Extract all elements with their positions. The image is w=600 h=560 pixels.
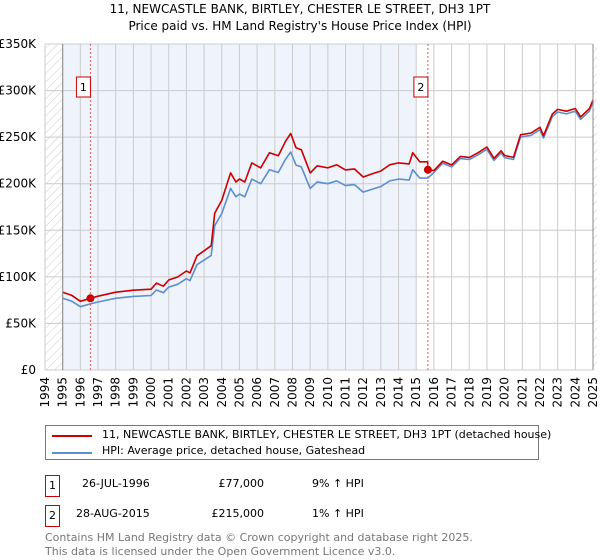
x-tick-label: 1994 <box>38 377 52 408</box>
x-tick-label: 2015 <box>409 377 423 408</box>
property-line <box>62 99 594 303</box>
x-tick-label: 2001 <box>162 377 176 408</box>
sale-badge: 1 <box>45 475 60 497</box>
x-tick-label: 2018 <box>462 377 476 408</box>
x-tick-label: 2023 <box>551 377 565 408</box>
x-tick-label: 2009 <box>303 377 317 408</box>
x-tick-label: 1995 <box>56 377 70 408</box>
legend: 11, NEWCASTLE BANK, BIRTLEY, CHESTER LE … <box>45 425 551 460</box>
price-chart: 11, NEWCASTLE BANK, BIRTLEY, CHESTER LE … <box>0 2 600 408</box>
legend-hpi-label: HPI: Average price, detached house, Gate… <box>102 444 366 457</box>
x-tick-label: 2019 <box>480 377 494 408</box>
sale-point <box>86 294 95 303</box>
sale-date: 28-AUG-2015 <box>76 507 150 520</box>
sale-price: £77,000 <box>218 477 265 490</box>
chart-title: 11, NEWCASTLE BANK, BIRTLEY, CHESTER LE … <box>110 2 491 16</box>
legend-property-label: 11, NEWCASTLE BANK, BIRTLEY, CHESTER LE … <box>102 428 552 441</box>
x-tick-label: 2017 <box>445 377 459 408</box>
y-tick-label: £150K <box>0 223 37 237</box>
x-tick-label: 2013 <box>374 377 388 408</box>
hpi-line <box>62 101 594 308</box>
x-tick-label: 1997 <box>91 377 105 408</box>
sale-date: 26-JUL-1996 <box>82 477 150 490</box>
sale-label: 1 <box>80 81 87 94</box>
chart-subtitle: Price paid vs. HM Land Registry's House … <box>128 19 471 33</box>
y-tick-label: £300K <box>0 84 37 98</box>
x-tick-label: 2006 <box>250 377 264 408</box>
sale-hpi-diff: 1% ↑ HPI <box>312 507 364 520</box>
y-tick-label: £250K <box>0 130 37 144</box>
y-tick-label: £350K <box>0 37 37 51</box>
sale-label-box <box>75 76 91 98</box>
x-tick-label: 2022 <box>533 377 547 408</box>
footer-copyright: Contains HM Land Registry data © Crown c… <box>45 531 473 544</box>
x-tick-label: 2021 <box>515 377 529 408</box>
legend-property-swatch <box>52 435 92 437</box>
x-tick-label: 2002 <box>179 377 193 408</box>
x-tick-label: 2025 <box>586 377 600 408</box>
legend-hpi-swatch <box>52 452 92 454</box>
x-tick-label: 2012 <box>356 377 370 408</box>
footer-licence: This data is licensed under the Open Gov… <box>45 545 396 558</box>
x-tick-label: 2020 <box>498 377 512 408</box>
sale-label: 2 <box>417 81 424 94</box>
sale-price: £215,000 <box>211 507 265 520</box>
post-data-hatch <box>593 44 597 370</box>
x-tick-label: 1996 <box>73 377 87 408</box>
x-tick-label: 2003 <box>197 377 211 408</box>
x-tick-label: 1998 <box>109 377 123 408</box>
sale-label-box <box>413 76 429 98</box>
x-tick-label: 2005 <box>232 377 246 408</box>
x-tick-label: 2014 <box>392 377 406 408</box>
x-tick-label: 2000 <box>144 377 158 408</box>
x-tick-label: 2008 <box>285 377 299 408</box>
x-tick-label: 2024 <box>568 377 582 408</box>
y-tick-label: £50K <box>5 316 37 330</box>
y-tick-label: £0 <box>21 363 36 377</box>
x-tick-label: 2010 <box>321 377 335 408</box>
pre-data-hatch <box>45 44 63 370</box>
y-tick-label: £100K <box>0 270 37 284</box>
x-tick-label: 2011 <box>339 377 353 408</box>
x-tick-label: 1999 <box>126 377 140 408</box>
sale-badge: 2 <box>45 505 60 527</box>
sale-hpi-diff: 9% ↑ HPI <box>312 477 364 490</box>
sale-point <box>423 165 432 174</box>
x-tick-label: 2004 <box>215 377 229 408</box>
x-tick-label: 2007 <box>268 377 282 408</box>
y-tick-label: £200K <box>0 177 37 191</box>
x-tick-label: 2016 <box>427 377 441 408</box>
